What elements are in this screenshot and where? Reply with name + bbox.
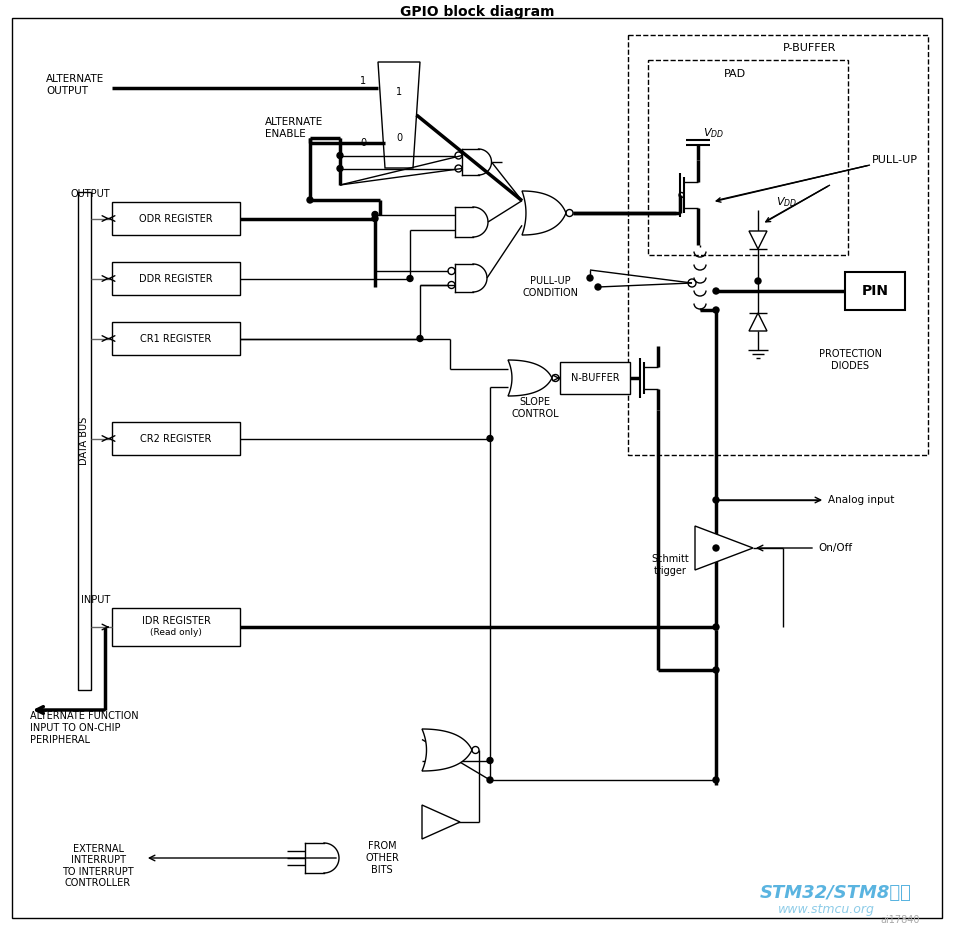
Text: SLOPE
CONTROL: SLOPE CONTROL [511,398,559,419]
Circle shape [487,777,493,783]
Bar [112,202,240,235]
Bar [112,608,240,646]
Text: P-BUFFER: P-BUFFER [783,43,837,53]
Circle shape [713,545,719,551]
Text: Schmitt
trigger: Schmitt trigger [651,554,689,575]
Text: STM32/STM8社区: STM32/STM8社区 [760,884,912,902]
Bar [112,322,240,355]
Bar [112,422,240,455]
Polygon shape [695,526,753,570]
Circle shape [487,758,493,763]
Text: INPUT: INPUT [81,595,110,605]
Text: PULL-UP: PULL-UP [872,155,918,165]
Bar [628,35,928,455]
Text: FROM
OTHER
BITS: FROM OTHER BITS [365,842,399,874]
Polygon shape [749,313,767,331]
Polygon shape [378,62,420,168]
Circle shape [713,777,719,783]
Circle shape [713,667,719,673]
Circle shape [337,166,343,171]
Text: GPIO block diagram: GPIO block diagram [400,5,554,19]
Text: EXTERNAL
INTERRUPT
TO INTERRUPT
CONTROLLER: EXTERNAL INTERRUPT TO INTERRUPT CONTROLL… [62,843,134,888]
Polygon shape [522,191,566,235]
Text: PULL-UP
CONDITION: PULL-UP CONDITION [522,277,578,298]
Text: 0: 0 [396,133,402,143]
Text: CR2 REGISTER: CR2 REGISTER [140,434,212,443]
Polygon shape [749,231,767,249]
Text: $V_{DD}$: $V_{DD}$ [776,196,797,209]
Polygon shape [422,729,472,771]
Circle shape [307,197,313,203]
Circle shape [713,497,719,503]
Text: PIN: PIN [861,284,888,298]
Text: ALTERNATE FUNCTION
INPUT TO ON-CHIP
PERIPHERAL: ALTERNATE FUNCTION INPUT TO ON-CHIP PERI… [30,711,138,745]
Circle shape [713,624,719,630]
Text: ai17840: ai17840 [881,915,920,925]
Circle shape [587,275,593,281]
Circle shape [487,436,493,441]
Text: 1: 1 [360,76,366,86]
Polygon shape [508,360,552,396]
Text: DDR REGISTER: DDR REGISTER [139,274,213,284]
Text: On/Off: On/Off [818,543,852,553]
Bar [845,272,905,310]
Circle shape [337,153,343,158]
Bar [78,192,91,690]
Circle shape [713,307,719,313]
Bar [648,60,848,255]
Circle shape [713,288,719,294]
Circle shape [372,215,378,222]
Circle shape [417,335,423,342]
Text: ALTERNATE
OUTPUT: ALTERNATE OUTPUT [46,74,104,96]
Circle shape [755,278,761,284]
Text: IDR REGISTER: IDR REGISTER [141,615,210,626]
Circle shape [595,284,601,290]
Text: www.stmcu.org: www.stmcu.org [778,903,875,916]
Text: PROTECTION
DIODES: PROTECTION DIODES [818,349,881,371]
Text: ALTERNATE
ENABLE: ALTERNATE ENABLE [265,117,323,139]
Circle shape [372,211,378,218]
Text: OUTPUT: OUTPUT [71,189,110,199]
Circle shape [407,276,413,281]
Polygon shape [422,805,460,839]
Bar [112,262,240,295]
Text: CR1 REGISTER: CR1 REGISTER [140,333,212,344]
Text: DATA BUS: DATA BUS [79,417,89,466]
Text: 0: 0 [360,138,366,147]
Text: $V_{DD}$: $V_{DD}$ [703,126,724,140]
Bar [560,362,630,394]
Text: 1: 1 [396,87,402,97]
Text: ODR REGISTER: ODR REGISTER [139,213,213,223]
Text: Analog input: Analog input [828,495,895,505]
Text: (Read only): (Read only) [150,628,202,637]
Text: N-BUFFER: N-BUFFER [571,373,619,383]
Text: PAD: PAD [724,69,746,79]
